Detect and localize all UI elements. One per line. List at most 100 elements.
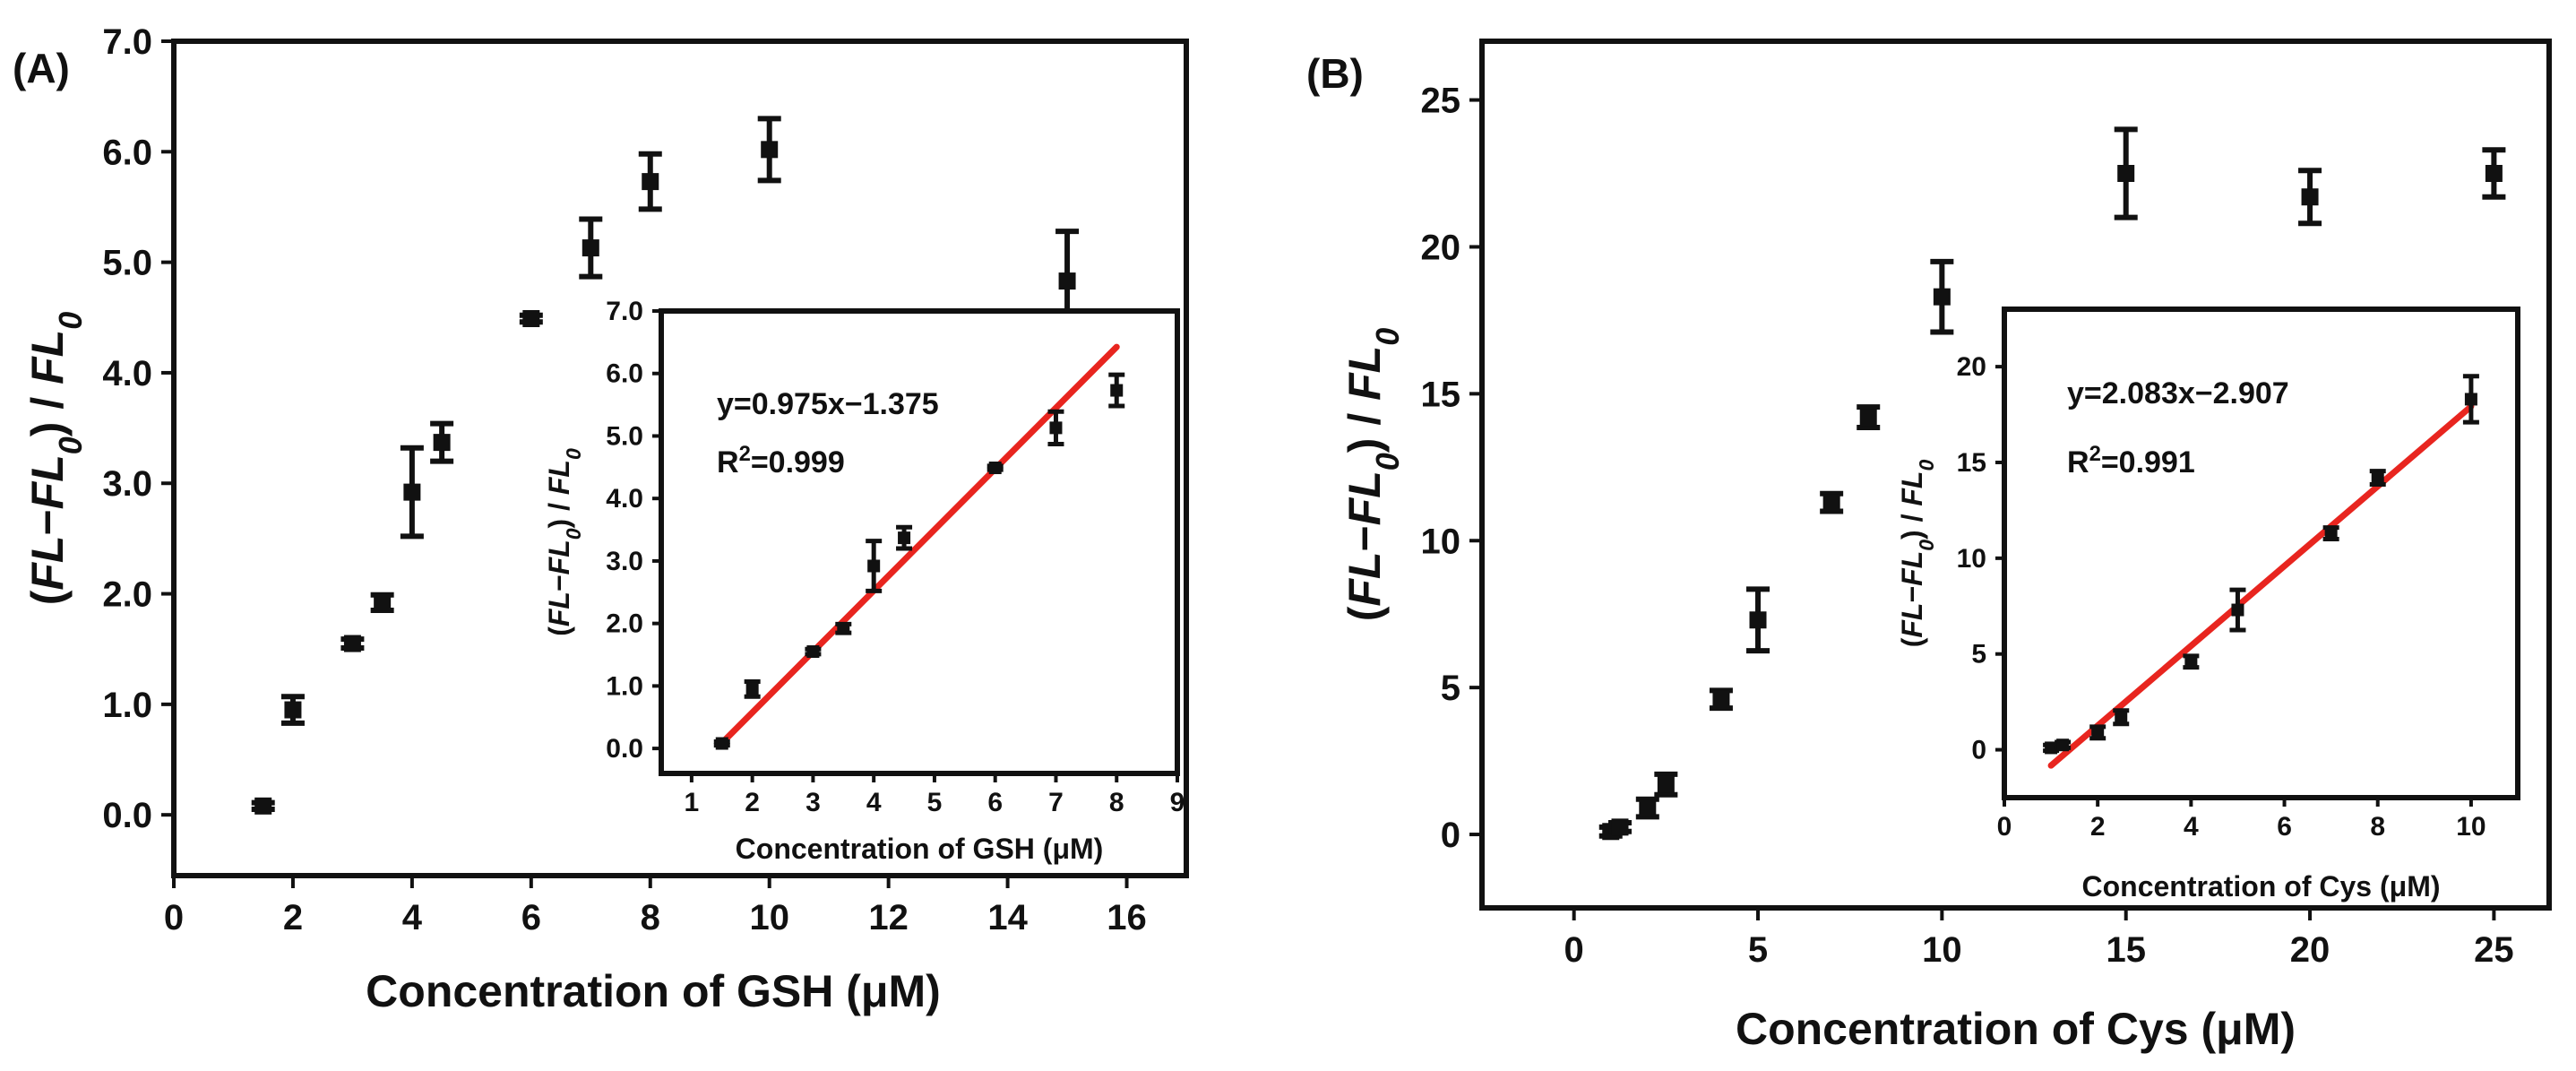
a-main-y-tick-label: 1.0 — [102, 686, 152, 725]
a-inset-x-tick-label: 9 — [1170, 788, 1185, 817]
a-main-square-marker — [761, 141, 779, 159]
b-main-square-marker — [1657, 775, 1675, 793]
chart-a-main: 0 2 4 6 8 10 12 14 160.01.02.03.04.05.06.07.0Con… — [22, 22, 1189, 1016]
b-inset-equation: y=2.083x−2.907 — [2067, 376, 2289, 410]
b-main-data-point — [2298, 168, 2322, 227]
b-inset-x-tick-label: 2 — [2090, 812, 2106, 842]
b-main-square-marker — [1933, 288, 1951, 306]
b-inset-data-point — [2113, 708, 2130, 727]
b-main-data-point — [1709, 687, 1733, 712]
b-main-square-marker — [1749, 611, 1767, 629]
b-main-x-tick-label: 0 — [1564, 930, 1584, 970]
a-inset-data-point — [1047, 409, 1064, 447]
b-inset-x-tick-label: 4 — [2184, 812, 2199, 842]
a-main-square-marker — [1058, 272, 1076, 290]
a-inset-square-marker — [806, 645, 820, 659]
a-main-x-tick-label: 16 — [1107, 898, 1147, 937]
a-inset-y-tick-label: 6.0 — [606, 359, 643, 389]
b-main-y-tick-label: 0 — [1441, 816, 1460, 855]
chart-a-inset: 1 2 3 4 5 6 7 8 9 0.0 1.0 2.0 3.0 4.0 5.0 6.0 7.0 Concent… — [543, 297, 1185, 865]
a-main-y-tick-label: 0.0 — [102, 796, 152, 835]
b-main-x-tick-label: 20 — [2290, 930, 2330, 970]
b-main-x-tick-label: 5 — [1748, 930, 1768, 970]
b-inset-data-point — [2183, 653, 2200, 670]
a-main-x-tick-label: 12 — [868, 898, 909, 937]
chart-b-inset: 0 2 4 6 8 10 0 5 10 15 20 Concentration of Cys (μM)… — [1896, 307, 2520, 903]
b-inset-x-tick-label: 0 — [1997, 812, 2012, 842]
b-main-square-marker — [1712, 690, 1730, 708]
a-main-y-tick-label: 3.0 — [102, 464, 152, 504]
a-inset-x-tick-label: 3 — [806, 788, 821, 817]
b-main-y-axis-title: (FL−FL0) / FL0 — [1340, 328, 1406, 622]
b-inset-square-marker — [2115, 711, 2128, 724]
b-main-x-tick-label: 10 — [1922, 930, 1962, 970]
a-main-square-marker — [254, 797, 272, 815]
b-main-data-point — [1608, 818, 1633, 836]
b-main-data-point — [1857, 404, 1881, 431]
b-main-y-tick-label: 20 — [1421, 228, 1461, 267]
b-inset-x-tick-label: 8 — [2370, 812, 2385, 842]
b-inset-y-tick-label: 10 — [1957, 544, 1986, 574]
b-inset-square-marker — [2091, 726, 2105, 739]
a-main-square-marker — [374, 593, 392, 611]
a-inset-y-axis-title: (FL−FL0) / FL0 — [543, 448, 585, 636]
a-main-data-point — [757, 116, 781, 184]
a-inset-y-tick-label: 7.0 — [606, 297, 643, 326]
b-inset-r-squared: R2=0.991 — [2067, 442, 2195, 480]
a-main-y-axis-title: (FL−FL0) / FL0 — [22, 312, 89, 606]
b-inset-y-axis-title: (FL−FL0) / FL0 — [1896, 460, 1938, 648]
b-inset-data-point — [2369, 469, 2386, 488]
b-inset-y-tick-label: 5 — [1971, 640, 1986, 669]
b-inset-data-point — [2229, 587, 2246, 633]
a-main-data-point — [519, 310, 543, 328]
a-inset-y-tick-label: 1.0 — [606, 671, 643, 701]
b-inset-square-marker — [2045, 741, 2058, 755]
a-main-y-tick-label: 5.0 — [102, 244, 152, 283]
a-main-x-tick-label: 2 — [283, 898, 303, 937]
a-main-y-tick-label: 4.0 — [102, 354, 152, 393]
b-inset-y-tick-label: 15 — [1957, 448, 1986, 478]
a-inset-x-tick-label: 8 — [1109, 788, 1124, 817]
a-main-x-tick-label: 8 — [641, 898, 660, 937]
b-inset-y-tick-label: 0 — [1971, 736, 1986, 765]
a-inset-data-point — [835, 621, 852, 635]
a-inset-square-marker — [715, 737, 728, 750]
a-inset-equation: y=0.975x−1.375 — [717, 387, 939, 421]
b-main-square-marker — [1639, 799, 1657, 817]
a-main-data-point — [579, 216, 603, 280]
a-inset-data-point — [1108, 372, 1125, 409]
a-main-x-tick-label: 0 — [164, 898, 184, 937]
a-inset-x-tick-label: 2 — [745, 788, 760, 817]
b-inset-square-marker — [2056, 738, 2070, 752]
a-main-square-marker — [582, 239, 599, 257]
b-inset-x-tick-label: 6 — [2277, 812, 2292, 842]
a-inset-y-tick-label: 3.0 — [606, 547, 643, 576]
a-inset-square-marker — [867, 559, 881, 573]
a-main-square-marker — [403, 483, 421, 501]
b-main-square-marker — [1859, 409, 1877, 427]
a-main-data-point — [638, 151, 662, 212]
b-main-data-point — [1635, 796, 1659, 820]
a-inset-y-tick-label: 5.0 — [606, 421, 643, 451]
b-main-square-marker — [1822, 494, 1840, 512]
b-inset-fit-line — [2047, 403, 2475, 769]
a-inset-data-point — [713, 737, 730, 750]
b-inset-square-marker — [2231, 603, 2244, 617]
panel-label-a: (A) — [13, 45, 70, 91]
b-main-square-marker — [1611, 818, 1629, 836]
b-inset-y-tick-label: 20 — [1957, 352, 1986, 382]
b-main-y-tick-label: 15 — [1421, 375, 1461, 414]
a-main-x-tick-label: 14 — [987, 898, 1028, 937]
b-main-square-marker — [2117, 165, 2135, 183]
b-inset-data-point — [2089, 724, 2106, 741]
b-main-square-marker — [2485, 165, 2503, 183]
a-inset-square-marker — [837, 622, 850, 635]
b-main-x-tick-label: 15 — [2106, 930, 2146, 970]
a-main-square-marker — [522, 310, 540, 328]
b-main-data-point — [2114, 126, 2138, 220]
a-main-x-tick-label: 4 — [402, 898, 423, 937]
a-inset-square-marker — [745, 682, 759, 695]
a-inset-x-tick-label: 6 — [987, 788, 1003, 817]
a-inset-y-tick-label: 0.0 — [606, 734, 643, 764]
